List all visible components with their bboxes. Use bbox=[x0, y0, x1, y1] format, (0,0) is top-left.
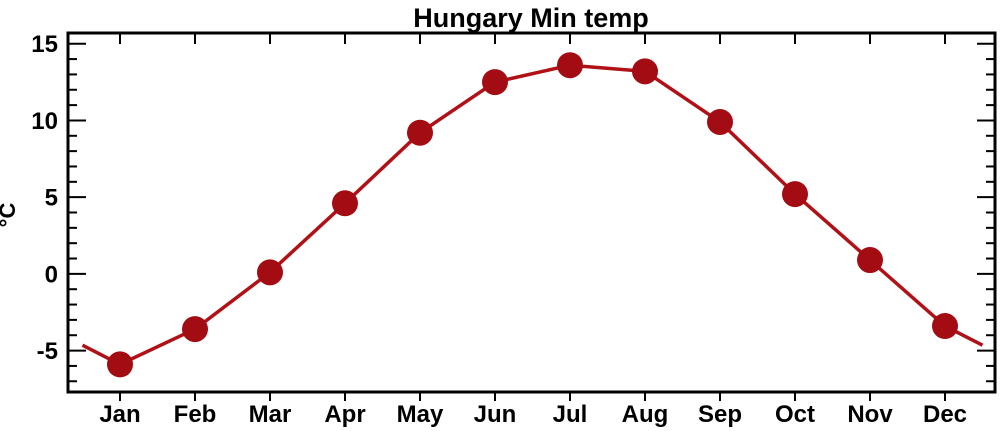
data-point-dec bbox=[932, 313, 958, 340]
data-point-oct bbox=[782, 181, 808, 208]
data-point-mar bbox=[257, 259, 283, 286]
data-point-may bbox=[407, 119, 433, 146]
data-point-jun bbox=[482, 69, 508, 96]
x-tick-label: Apr bbox=[324, 401, 365, 428]
data-point-feb bbox=[182, 316, 208, 343]
temperature-line bbox=[81, 63, 984, 367]
data-point-jul bbox=[557, 52, 583, 79]
x-tick-label: Jun bbox=[474, 401, 517, 428]
y-tick-label: 15 bbox=[31, 31, 58, 58]
data-point-aug bbox=[632, 58, 658, 85]
x-tick-label: Jan bbox=[99, 401, 140, 428]
x-tick-label: Sep bbox=[698, 401, 742, 428]
y-tick-label: -5 bbox=[37, 338, 58, 365]
x-tick-label: Feb bbox=[174, 401, 217, 428]
chart-title: Hungary Min temp bbox=[413, 3, 649, 33]
x-tick-label: Aug bbox=[622, 401, 669, 428]
y-axis-title: °C bbox=[0, 203, 20, 228]
y-tick-label: 0 bbox=[45, 261, 58, 288]
x-tick-label: Dec bbox=[923, 401, 967, 428]
data-point-nov bbox=[857, 247, 883, 274]
x-tick-label: Nov bbox=[847, 401, 893, 428]
data-point-sep bbox=[707, 108, 733, 135]
y-tick-label: 5 bbox=[45, 185, 58, 212]
data-point-jan bbox=[107, 351, 133, 378]
x-tick-label: Jul bbox=[553, 401, 588, 428]
x-tick-label: Mar bbox=[249, 401, 292, 428]
y-tick-label: 10 bbox=[31, 108, 58, 135]
chart-dynamic-layer: -5 0 5 10 15 Jan Feb Mar Apr May Jun Jul Aug Sep Oct No… bbox=[31, 31, 995, 428]
x-tick-label: May bbox=[397, 401, 444, 428]
plot-frame bbox=[66, 31, 997, 394]
x-tick-label: Oct bbox=[775, 401, 815, 428]
data-point-apr bbox=[332, 190, 358, 217]
